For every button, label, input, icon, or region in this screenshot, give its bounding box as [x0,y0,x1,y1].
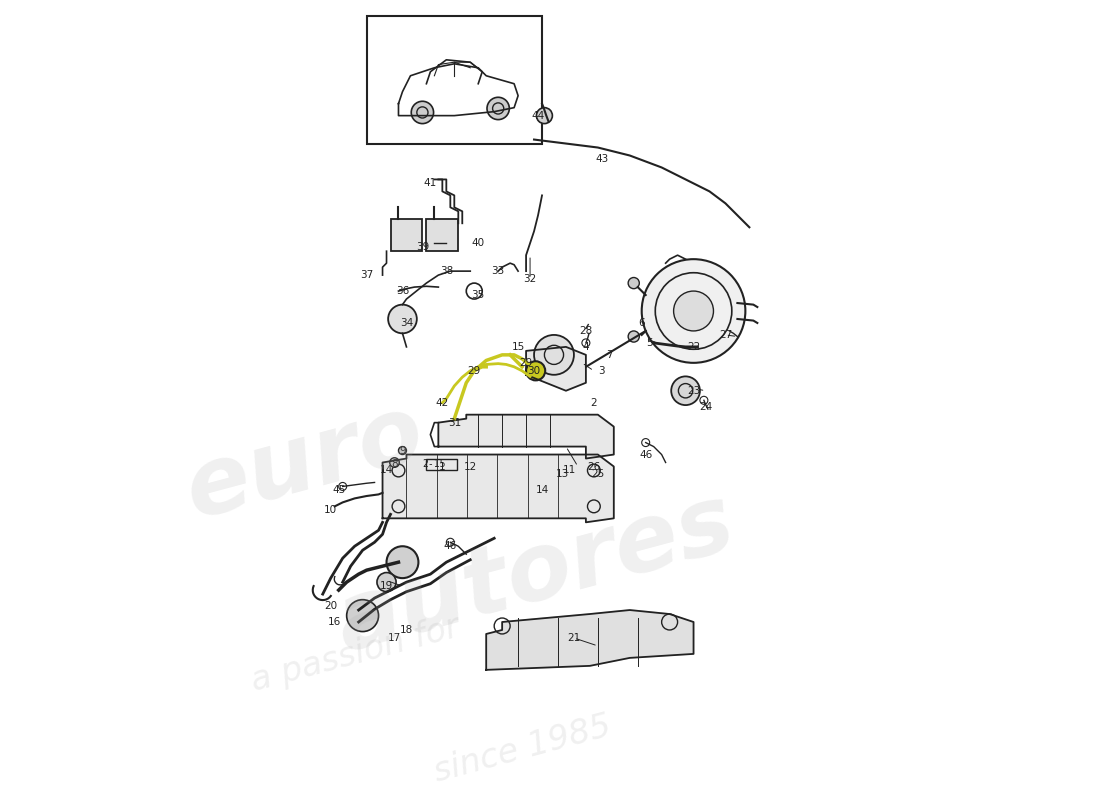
Bar [427,458,456,470]
Text: 17: 17 [388,633,401,643]
Text: 24: 24 [698,402,712,412]
Text: 30: 30 [528,366,540,376]
Text: 29: 29 [468,366,481,376]
Circle shape [389,458,399,467]
Text: 13: 13 [556,470,569,479]
Text: 7: 7 [606,350,613,360]
Text: 19: 19 [379,581,393,591]
Text: 32: 32 [524,274,537,284]
Text: 42: 42 [436,398,449,408]
Text: 14: 14 [379,466,393,475]
Text: euro: euro [175,386,433,538]
Text: 22: 22 [686,342,701,352]
Circle shape [346,600,378,631]
Text: 34: 34 [399,318,414,328]
Text: 8: 8 [392,459,398,469]
Circle shape [641,259,746,363]
Text: 38: 38 [440,266,453,276]
Circle shape [487,98,509,120]
Polygon shape [439,414,614,458]
Text: 39: 39 [416,242,429,252]
Text: 27: 27 [718,330,733,340]
Text: 15: 15 [512,342,525,352]
Bar [427,219,459,251]
Text: 2-15: 2-15 [422,459,447,469]
Circle shape [386,546,418,578]
Text: 21: 21 [568,633,581,643]
Text: 20: 20 [324,601,338,611]
Circle shape [628,278,639,289]
Text: 31: 31 [448,418,461,428]
Bar [390,219,422,251]
Text: 3: 3 [598,366,605,376]
Text: 33: 33 [492,266,505,276]
Text: 9: 9 [399,446,406,455]
Circle shape [411,102,433,124]
Text: 1: 1 [439,462,446,471]
Text: 2: 2 [591,398,597,408]
Text: a passion for: a passion for [248,610,463,698]
Text: 37: 37 [360,270,373,280]
Circle shape [673,291,714,331]
Text: 10: 10 [324,506,338,515]
Text: 44: 44 [531,110,544,121]
Circle shape [628,331,639,342]
Bar [366,16,542,143]
Text: 46: 46 [443,542,456,551]
Text: 12: 12 [463,462,477,471]
Text: 4: 4 [583,342,590,352]
Circle shape [377,573,396,592]
Text: 40: 40 [472,238,485,248]
Text: 35: 35 [472,290,485,300]
Text: 46: 46 [639,450,652,459]
Text: autores: autores [327,477,745,671]
Text: 18: 18 [399,625,414,635]
Text: 5: 5 [647,338,653,348]
Text: 11: 11 [563,466,576,475]
Text: 25: 25 [591,470,605,479]
Polygon shape [526,347,586,390]
Circle shape [537,108,552,124]
Polygon shape [383,454,614,522]
Circle shape [671,376,700,405]
Text: 41: 41 [424,178,437,189]
Text: 43: 43 [595,154,608,165]
Text: 6: 6 [638,318,645,328]
Text: 26: 26 [587,462,601,471]
Text: 14: 14 [536,486,549,495]
Polygon shape [486,610,693,670]
Text: 28: 28 [580,326,593,336]
Circle shape [388,305,417,334]
Text: 45: 45 [332,486,345,495]
Circle shape [398,446,407,454]
Text: 16: 16 [328,617,341,627]
Text: 36: 36 [396,286,409,296]
Text: 29: 29 [519,358,532,368]
Text: since 1985: since 1985 [430,710,615,789]
Text: 23: 23 [686,386,701,396]
Circle shape [535,335,574,374]
Circle shape [526,362,546,380]
